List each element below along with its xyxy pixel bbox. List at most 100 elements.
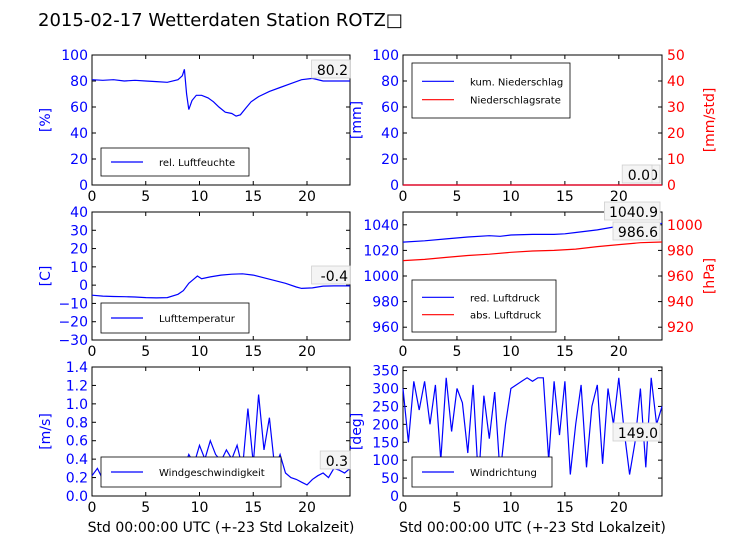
y-tick-label: 0.6 — [66, 434, 88, 450]
y-right-tick-label: 920 — [667, 320, 694, 336]
y-tick-label: 10 — [70, 260, 88, 276]
legend-box — [100, 456, 282, 488]
y-right-tick-label: 50 — [667, 48, 685, 64]
x-tick-label: 10 — [191, 189, 209, 205]
x-axis-label: Std 00:00:00 UTC (+-23 Std Lokalzeit) — [88, 520, 355, 536]
y-right-tick-label: 10 — [667, 152, 685, 168]
value-annotation: 1040.9 — [609, 205, 658, 221]
x-tick-label: 10 — [502, 500, 520, 516]
y-axis-label: [C] — [38, 266, 54, 287]
y-tick-label: 0.8 — [66, 415, 88, 431]
y-axis-label: [%] — [38, 108, 54, 132]
y-tick-label: 0.2 — [66, 471, 88, 487]
y-tick-label: 100 — [372, 48, 399, 64]
legend-label: Windrichtung — [470, 468, 537, 479]
x-tick-label: 20 — [610, 500, 628, 516]
legend-box — [411, 62, 571, 119]
x-tick-label: 0 — [399, 500, 408, 516]
figure-title: 2015-02-17 Wetterdaten Station ROTZ□ — [38, 10, 403, 31]
x-tick-label: 0 — [88, 344, 97, 360]
legend-label: red. Luftdruck — [470, 293, 540, 304]
y-tick-label: 960 — [372, 320, 399, 336]
x-tick-label: 20 — [298, 344, 316, 360]
y-tick-label: 1000 — [363, 269, 399, 285]
y-tick-label: 20 — [381, 152, 399, 168]
x-tick-label: 10 — [191, 344, 209, 360]
x-tick-label: 15 — [244, 500, 262, 516]
x-tick-label: 10 — [502, 189, 520, 205]
value-annotation: 0.0 — [628, 168, 650, 184]
y-axis-label: [mm] — [349, 101, 365, 139]
y-tick-label: 40 — [70, 126, 88, 142]
legend-label: Lufttemperatur — [159, 314, 236, 325]
y-tick-label: 1040 — [363, 218, 399, 234]
x-tick-label: 5 — [141, 344, 150, 360]
y-right-tick-label: 30 — [667, 100, 685, 116]
y-tick-label: 30 — [70, 223, 88, 239]
x-tick-label: 5 — [452, 189, 461, 205]
x-tick-label: 15 — [556, 500, 574, 516]
x-tick-label: 15 — [244, 189, 262, 205]
y-tick-label: 980 — [372, 295, 399, 311]
value-annotation: 0.3 — [326, 454, 348, 470]
legend-box — [411, 279, 557, 333]
y-tick-label: 300 — [372, 382, 399, 398]
y-right-tick-label: 20 — [667, 126, 685, 142]
series-line — [402, 222, 663, 243]
value-annotation-box — [621, 164, 653, 184]
x-tick-label: 10 — [502, 344, 520, 360]
y-tick-label: 0 — [390, 489, 399, 505]
y-tick-label: 0 — [79, 178, 88, 194]
x-tick-label: 20 — [610, 189, 628, 205]
y-tick-label: 40 — [381, 126, 399, 142]
y-tick-label: 0 — [79, 278, 88, 294]
y-tick-label: −20 — [58, 315, 88, 331]
legend-label: Windgeschwindigkeit — [159, 468, 265, 479]
x-tick-label: 0 — [399, 344, 408, 360]
y-axis-label: [m/s] — [38, 413, 54, 450]
y-tick-label: 80 — [70, 74, 88, 90]
y-tick-label: 1.2 — [66, 378, 88, 394]
y-tick-label: 200 — [372, 417, 399, 433]
value-annotation-box — [319, 450, 351, 470]
y-tick-label: 1.4 — [66, 360, 88, 376]
y-tick-label: −30 — [58, 333, 88, 349]
x-tick-label: 0 — [88, 500, 97, 516]
y-tick-label: 20 — [70, 152, 88, 168]
y-right-tick-label: 980 — [667, 243, 694, 259]
y-tick-label: 0.0 — [66, 489, 88, 505]
y-tick-label: 0.4 — [66, 452, 88, 468]
x-tick-label: 20 — [610, 344, 628, 360]
value-annotation: 986.6 — [618, 225, 658, 241]
y-axis-label: [deg] — [349, 413, 365, 450]
y-right-axis-label: [mm/std] — [702, 88, 718, 153]
legend-label: rel. Luftfeuchte — [159, 158, 235, 169]
x-tick-label: 5 — [452, 500, 461, 516]
y-right-tick-label: 0 — [667, 178, 676, 194]
x-tick-label: 5 — [452, 344, 461, 360]
legend-label: Niederschlagsrate — [470, 96, 561, 107]
x-tick-label: 15 — [556, 344, 574, 360]
value-annotation-box — [311, 59, 351, 79]
y-tick-label: 100 — [61, 48, 88, 64]
series-line — [402, 377, 663, 482]
x-tick-label: 0 — [399, 189, 408, 205]
value-annotation-box — [612, 221, 661, 241]
value-annotation-box — [612, 422, 661, 442]
y-right-tick-label: 940 — [667, 295, 694, 311]
value-annotation-box — [604, 201, 661, 221]
x-tick-label: 5 — [141, 189, 150, 205]
y-tick-label: 150 — [372, 435, 399, 451]
y-right-tick-label: 40 — [667, 74, 685, 90]
y-tick-label: 40 — [70, 205, 88, 221]
y-tick-label: 100 — [372, 453, 399, 469]
value-annotation-box — [311, 265, 351, 285]
value-annotation: -0.4 — [321, 269, 348, 285]
y-tick-label: −10 — [58, 296, 88, 312]
y-tick-label: 80 — [381, 74, 399, 90]
y-tick-label: 0 — [390, 178, 399, 194]
x-tick-label: 0 — [88, 189, 97, 205]
y-tick-label: 250 — [372, 399, 399, 415]
value-annotation: 149.0 — [618, 426, 658, 442]
y-right-tick-label: 960 — [667, 269, 694, 285]
